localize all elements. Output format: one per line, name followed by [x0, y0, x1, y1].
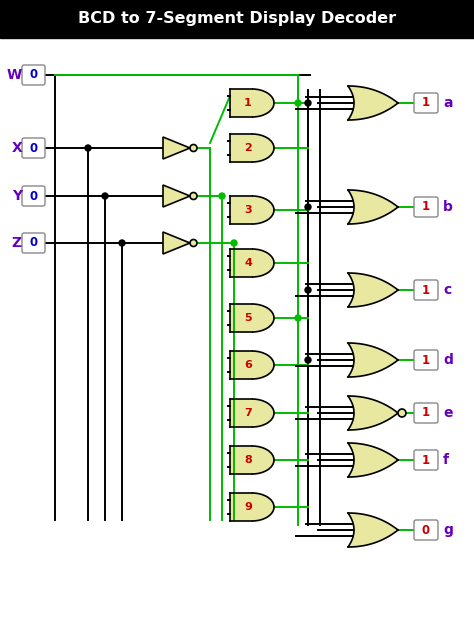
Circle shape	[190, 144, 197, 152]
Text: 1: 1	[244, 98, 252, 108]
Polygon shape	[252, 134, 274, 162]
Text: 0: 0	[29, 68, 37, 82]
Polygon shape	[348, 396, 398, 430]
Circle shape	[305, 287, 311, 293]
Text: e: e	[443, 406, 453, 420]
Polygon shape	[252, 196, 274, 224]
Circle shape	[102, 193, 108, 199]
Polygon shape	[252, 351, 274, 379]
FancyBboxPatch shape	[22, 233, 45, 253]
Text: Y: Y	[12, 189, 22, 203]
Polygon shape	[163, 232, 190, 254]
Bar	[230, 446, 252, 474]
FancyBboxPatch shape	[414, 197, 438, 217]
Circle shape	[295, 100, 301, 106]
Text: a: a	[443, 96, 453, 110]
Text: 0: 0	[29, 236, 37, 250]
Text: 4: 4	[244, 258, 252, 268]
Text: 2: 2	[244, 143, 252, 153]
FancyBboxPatch shape	[22, 138, 45, 158]
Bar	[230, 196, 252, 224]
Polygon shape	[348, 86, 398, 120]
Text: c: c	[443, 283, 451, 297]
Text: 0: 0	[29, 142, 37, 154]
Text: 1: 1	[422, 201, 430, 214]
FancyBboxPatch shape	[22, 186, 45, 206]
Text: X: X	[11, 141, 22, 155]
Polygon shape	[348, 343, 398, 377]
Bar	[230, 89, 252, 117]
Text: 0: 0	[29, 189, 37, 203]
Text: 8: 8	[244, 455, 252, 465]
FancyBboxPatch shape	[414, 403, 438, 423]
Circle shape	[219, 193, 225, 199]
Text: BCD to 7-Segment Display Decoder: BCD to 7-Segment Display Decoder	[78, 11, 396, 26]
FancyBboxPatch shape	[414, 350, 438, 370]
Polygon shape	[163, 185, 190, 207]
Text: 1: 1	[422, 97, 430, 110]
Text: b: b	[443, 200, 453, 214]
Polygon shape	[348, 443, 398, 477]
Polygon shape	[252, 304, 274, 332]
Circle shape	[190, 240, 197, 246]
Bar	[230, 249, 252, 277]
Polygon shape	[348, 273, 398, 307]
Text: g: g	[443, 523, 453, 537]
Text: W: W	[7, 68, 22, 82]
Circle shape	[398, 409, 406, 417]
Text: d: d	[443, 353, 453, 367]
Bar	[230, 304, 252, 332]
Circle shape	[305, 357, 311, 363]
Text: 6: 6	[244, 360, 252, 370]
Text: 1: 1	[422, 283, 430, 297]
Polygon shape	[252, 399, 274, 427]
Polygon shape	[348, 190, 398, 224]
Bar	[0, 0, 474, 38]
Polygon shape	[252, 89, 274, 117]
Circle shape	[119, 240, 125, 246]
Text: 1: 1	[422, 406, 430, 419]
Circle shape	[190, 192, 197, 199]
Text: 3: 3	[244, 205, 252, 215]
Bar	[230, 399, 252, 427]
Text: 5: 5	[244, 313, 252, 323]
Text: 1: 1	[422, 354, 430, 367]
Circle shape	[305, 100, 311, 106]
Circle shape	[231, 240, 237, 246]
FancyBboxPatch shape	[414, 520, 438, 540]
Text: f: f	[443, 453, 449, 467]
Bar	[230, 134, 252, 162]
FancyBboxPatch shape	[414, 93, 438, 113]
Text: 7: 7	[244, 408, 252, 418]
Bar	[230, 351, 252, 379]
Bar	[230, 493, 252, 521]
FancyBboxPatch shape	[414, 280, 438, 300]
Text: 1: 1	[422, 453, 430, 466]
Polygon shape	[252, 493, 274, 521]
Polygon shape	[163, 137, 190, 159]
Polygon shape	[252, 249, 274, 277]
Polygon shape	[252, 446, 274, 474]
Circle shape	[85, 145, 91, 151]
FancyBboxPatch shape	[414, 450, 438, 470]
Circle shape	[305, 204, 311, 210]
Text: 9: 9	[244, 502, 252, 512]
Text: 0: 0	[422, 524, 430, 537]
Polygon shape	[348, 513, 398, 547]
FancyBboxPatch shape	[22, 65, 45, 85]
Text: Z: Z	[12, 236, 22, 250]
Circle shape	[295, 315, 301, 321]
